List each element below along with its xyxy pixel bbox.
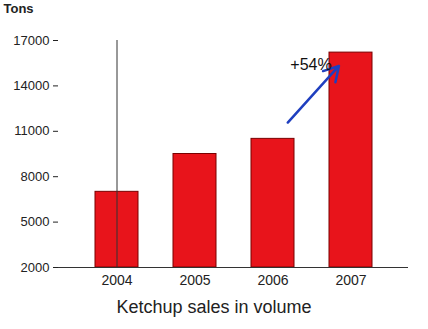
svg-text:2000: 2000	[21, 260, 50, 275]
svg-text:5000: 5000	[21, 214, 50, 229]
svg-text:11000: 11000	[14, 123, 49, 138]
svg-text:2007: 2007	[335, 272, 366, 288]
html-text:Ketchup sales in volume: Ketchup sales in volume	[116, 297, 312, 317]
svg-text:2006: 2006	[257, 272, 288, 288]
svg-text:Tons: Tons	[4, 1, 34, 16]
svg-text:+54%: +54%	[290, 56, 331, 73]
svg-text:2004: 2004	[101, 272, 132, 288]
svg-text:17000: 17000	[13, 33, 49, 48]
svg-text:14000: 14000	[13, 78, 49, 93]
svg-text:2005: 2005	[179, 272, 210, 288]
svg-text:8000: 8000	[21, 169, 50, 184]
